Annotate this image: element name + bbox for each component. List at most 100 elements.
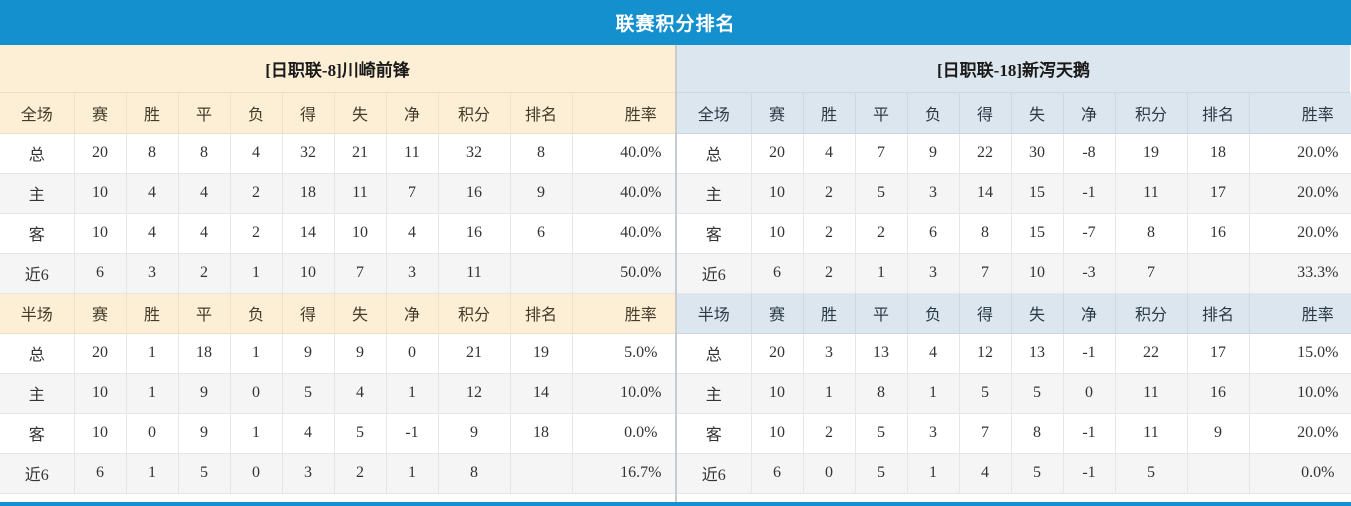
column-header: 排名 [1187, 293, 1250, 334]
cell-rank [510, 453, 573, 494]
cell-ga: 15 [1011, 213, 1064, 254]
table-row[interactable]: 近6 6 0 5 1 4 5 -1 5 0.0% [677, 453, 1351, 494]
table-row[interactable]: 总 20 3 13 4 12 13 -1 22 17 15.0% [677, 333, 1351, 374]
cell-played: 10 [74, 373, 127, 414]
table-row[interactable]: 主 10 1 8 1 5 5 0 11 16 10.0% [677, 373, 1351, 414]
cell-rate: 33.3% [1249, 253, 1351, 294]
cell-rank: 9 [510, 173, 573, 214]
cell-ga: 15 [1011, 173, 1064, 214]
stats-table-left: 全场赛胜平负得失净积分 排名 胜率总 20 8 8 4 32 21 11 32 8 40.0% 主 10 4 4… [0, 93, 709, 494]
cell-gd: -1 [386, 413, 439, 454]
cell-pts: 5 [1115, 453, 1188, 494]
cell-gd: -1 [1063, 413, 1116, 454]
column-header: 净 [386, 293, 439, 334]
cell-draw: 9 [178, 413, 231, 454]
cell-win: 2 [803, 213, 856, 254]
cell-played: 10 [751, 373, 804, 414]
cell-gd: -8 [1063, 133, 1116, 174]
column-header: 积分 [1115, 293, 1188, 334]
table-row[interactable]: 客 10 2 2 6 8 15 -7 8 16 20.0% [677, 213, 1351, 254]
cell-played: 6 [751, 253, 804, 294]
table-row[interactable]: 客 10 2 5 3 7 8 -1 11 9 20.0% [677, 413, 1351, 454]
row-label-away: 客 [677, 213, 752, 254]
cell-ga: 8 [1011, 413, 1064, 454]
section-label-full: 全场 [677, 93, 752, 134]
table-row[interactable]: 总 20 4 7 9 22 30 -8 19 18 20.0% [677, 133, 1351, 174]
cell-played: 20 [751, 133, 804, 174]
cell-gd: 7 [386, 173, 439, 214]
cell-gf: 7 [959, 253, 1012, 294]
table-row[interactable]: 主 10 2 5 3 14 15 -1 11 17 20.0% [677, 173, 1351, 214]
cell-played: 10 [751, 413, 804, 454]
cell-gf: 32 [282, 133, 335, 174]
table-row[interactable]: 客 10 4 4 2 14 10 4 16 6 40.0% [0, 213, 709, 254]
table-row[interactable]: 主 10 4 4 2 18 11 7 16 9 40.0% [0, 173, 709, 214]
cell-rank: 19 [510, 333, 573, 374]
row-label-away: 客 [0, 413, 75, 454]
cell-ga: 10 [1011, 253, 1064, 294]
cell-loss: 2 [230, 173, 283, 214]
team-name-right[interactable]: [日职联-18]新泻天鹅 [677, 45, 1350, 93]
team-name-left[interactable]: [日职联-8]川崎前锋 [0, 45, 675, 93]
bottom-accent-rule [0, 502, 1351, 506]
row-label-total: 总 [677, 333, 752, 374]
cell-win: 3 [126, 253, 179, 294]
table-row[interactable]: 客 10 0 9 1 4 5 -1 9 18 0.0% [0, 413, 709, 454]
column-header: 净 [1063, 293, 1116, 334]
column-header: 排名 [1187, 93, 1250, 134]
cell-played: 10 [751, 173, 804, 214]
table-row[interactable]: 近6 6 1 5 0 3 2 1 8 16.7% [0, 453, 709, 494]
cell-pts: 12 [438, 373, 511, 414]
row-label-recent: 近6 [677, 453, 752, 494]
cell-gd: 11 [386, 133, 439, 174]
cell-played: 10 [74, 173, 127, 214]
cell-win: 4 [803, 133, 856, 174]
cell-pts: 11 [438, 253, 511, 294]
cell-ga: 9 [334, 333, 387, 374]
table-row[interactable]: 主 10 1 9 0 5 4 1 12 14 10.0% [0, 373, 709, 414]
cell-pts: 22 [1115, 333, 1188, 374]
cell-gd: 0 [386, 333, 439, 374]
cell-draw: 7 [855, 133, 908, 174]
cell-loss: 2 [230, 213, 283, 254]
cell-rank: 18 [1187, 133, 1250, 174]
cell-rate: 20.0% [1249, 413, 1351, 454]
cell-loss: 1 [907, 453, 960, 494]
cell-loss: 3 [907, 173, 960, 214]
cell-played: 20 [74, 133, 127, 174]
cell-gf: 5 [959, 373, 1012, 414]
row-label-total: 总 [0, 133, 75, 174]
cell-played: 10 [74, 213, 127, 254]
cell-rank: 6 [510, 213, 573, 254]
cell-draw: 9 [178, 373, 231, 414]
cell-pts: 16 [438, 173, 511, 214]
cell-gf: 10 [282, 253, 335, 294]
table-row[interactable]: 近6 6 3 2 1 10 7 3 11 50.0% [0, 253, 709, 294]
cell-gf: 18 [282, 173, 335, 214]
cell-rate: 20.0% [1249, 133, 1351, 174]
cell-draw: 13 [855, 333, 908, 374]
cell-loss: 3 [907, 253, 960, 294]
column-header: 胜率 [1249, 293, 1351, 334]
row-label-recent: 近6 [0, 453, 75, 494]
cell-played: 10 [751, 213, 804, 254]
table-row[interactable]: 总 20 1 18 1 9 9 0 21 19 5.0% [0, 333, 709, 374]
cell-rank: 9 [1187, 413, 1250, 454]
cell-gd: 1 [386, 453, 439, 494]
column-header: 负 [230, 93, 283, 134]
cell-ga: 5 [1011, 373, 1064, 414]
column-header: 平 [178, 293, 231, 334]
row-label-away: 客 [677, 413, 752, 454]
team-panel-left: [日职联-8]川崎前锋 全场赛胜平负得失净积分 排名 胜率总 20 8 8 4 32 21 11 3… [0, 45, 709, 502]
cell-pts: 32 [438, 133, 511, 174]
cell-win: 0 [126, 413, 179, 454]
cell-win: 3 [803, 333, 856, 374]
column-header: 赛 [74, 93, 127, 134]
cell-gd: -3 [1063, 253, 1116, 294]
table-row[interactable]: 近6 6 2 1 3 7 10 -3 7 33.3% [677, 253, 1351, 294]
cell-loss: 0 [230, 453, 283, 494]
cell-win: 0 [803, 453, 856, 494]
cell-pts: 11 [1115, 173, 1188, 214]
table-row[interactable]: 总 20 8 8 4 32 21 11 32 8 40.0% [0, 133, 709, 174]
